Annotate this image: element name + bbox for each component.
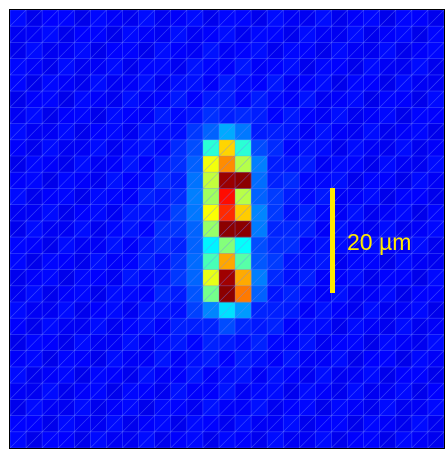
scale-bar [330,188,335,293]
scale-bar-label: 20 µm [347,229,412,255]
heatmap-image [10,10,444,448]
mesh-grid [10,10,444,448]
fluorescence-map: 20 µm [9,9,445,449]
